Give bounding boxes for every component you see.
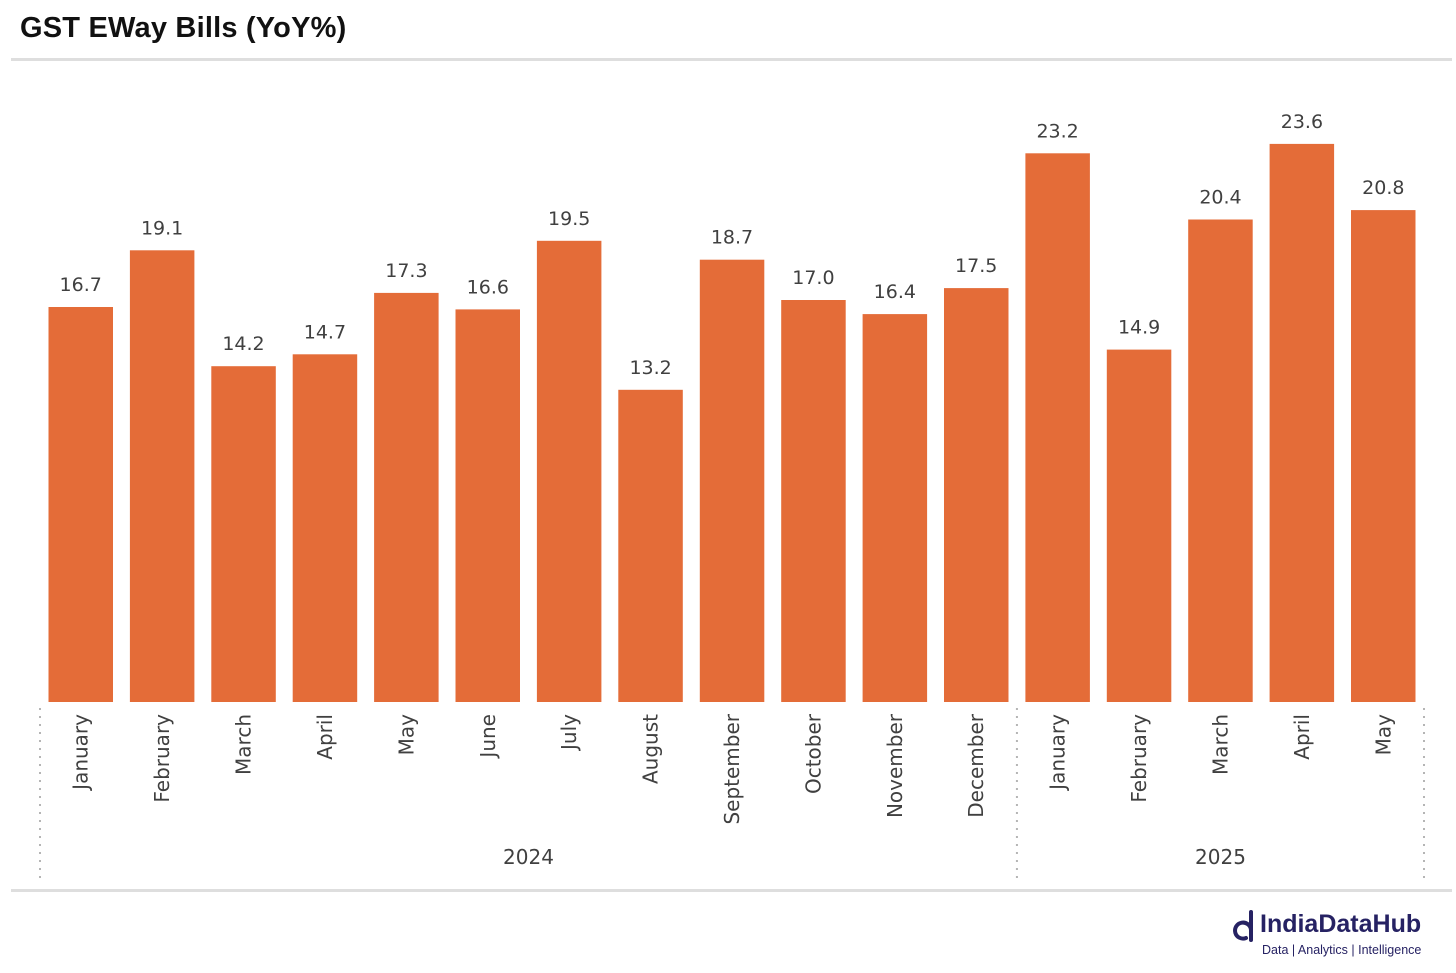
category-tick-label: March xyxy=(1209,714,1233,775)
category-tick-label: March xyxy=(232,714,256,775)
bar xyxy=(1351,210,1416,702)
bar xyxy=(1025,153,1090,703)
data-label: 16.6 xyxy=(467,276,509,298)
indiadatahub-logo-icon xyxy=(1233,910,1253,942)
category-tick-label: September xyxy=(720,713,744,824)
data-label: 14.2 xyxy=(222,333,264,355)
category-tick-label: August xyxy=(639,714,663,784)
bar xyxy=(374,292,439,702)
year-group-label: 2025 xyxy=(1195,845,1246,869)
data-label: 23.2 xyxy=(1036,120,1078,142)
category-tick-label: October xyxy=(801,713,825,794)
bar xyxy=(1188,219,1253,702)
bar xyxy=(699,259,765,702)
category-tick-label: November xyxy=(883,713,907,818)
data-label: 20.4 xyxy=(1199,187,1241,209)
bar xyxy=(536,240,602,703)
data-label: 16.7 xyxy=(60,274,102,296)
category-tick-label: January xyxy=(1046,714,1070,792)
category-tick-label: May xyxy=(394,714,418,756)
bar xyxy=(455,309,520,702)
brand-logo: IndiaDataHub Data | Analytics | Intellig… xyxy=(1228,908,1448,964)
bar xyxy=(1269,143,1335,702)
bar xyxy=(862,314,928,702)
category-tick-label: February xyxy=(150,714,174,803)
category-tick-label: February xyxy=(1127,714,1151,803)
category-tick-label: July xyxy=(557,714,581,752)
data-label: 18.7 xyxy=(711,227,753,249)
data-label: 14.9 xyxy=(1118,317,1160,339)
data-label: 17.0 xyxy=(792,267,834,289)
data-label: 23.6 xyxy=(1281,111,1323,133)
data-label: 14.7 xyxy=(304,321,346,343)
bar xyxy=(944,288,1009,702)
bar xyxy=(1106,349,1172,702)
category-tick-label: January xyxy=(69,714,93,792)
bar-chart: 16.7 January 19.1 February 14.2 March 14.7 Apri… xyxy=(39,111,1425,878)
bar xyxy=(48,307,113,702)
data-label: 19.1 xyxy=(141,217,183,239)
data-label: 19.5 xyxy=(548,208,590,230)
bar xyxy=(618,389,683,702)
data-label: 13.2 xyxy=(629,357,671,379)
data-label: 17.5 xyxy=(955,255,997,277)
top-divider xyxy=(11,58,1452,61)
category-tick-label: April xyxy=(313,714,337,760)
data-label: 16.4 xyxy=(874,281,916,303)
bar xyxy=(292,354,358,702)
category-tick-label: June xyxy=(476,714,500,760)
bar xyxy=(211,366,276,702)
brand-tagline: Data | Analytics | Intelligence xyxy=(1262,943,1422,957)
category-tick-label: April xyxy=(1290,714,1314,760)
data-label: 17.3 xyxy=(385,260,427,282)
bar xyxy=(129,250,195,703)
data-label: 20.8 xyxy=(1362,177,1404,199)
chart-title: GST EWay Bills (YoY%) xyxy=(20,12,347,44)
brand-name: IndiaDataHub xyxy=(1260,910,1422,938)
bar xyxy=(781,300,846,702)
category-tick-label: May xyxy=(1371,714,1395,756)
category-tick-label: December xyxy=(964,713,988,817)
bottom-divider xyxy=(11,889,1452,892)
year-group-label: 2024 xyxy=(503,845,554,869)
